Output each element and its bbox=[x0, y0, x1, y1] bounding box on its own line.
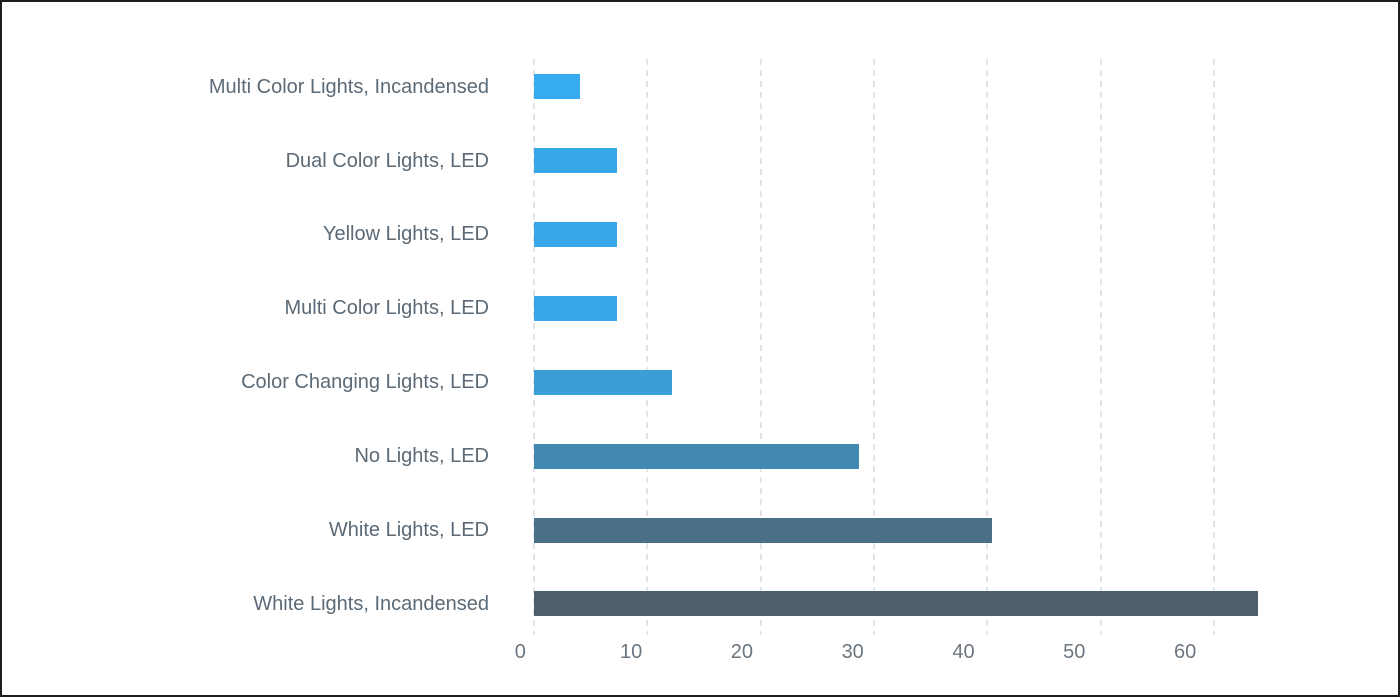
x-gridline bbox=[646, 59, 649, 635]
category-label: Dual Color Lights, LED bbox=[285, 149, 489, 172]
x-gridline bbox=[872, 59, 875, 635]
bar bbox=[534, 74, 581, 100]
x-tick-label: 30 bbox=[841, 641, 864, 663]
category-label: White Lights, Incandensed bbox=[253, 592, 489, 615]
x-gridline bbox=[1212, 59, 1215, 635]
bar bbox=[534, 591, 1258, 617]
x-tick-label: 60 bbox=[1173, 641, 1197, 663]
category-label: Multi Color Lights, Incandensed bbox=[208, 75, 489, 98]
bar bbox=[534, 295, 617, 321]
x-tick-label: 10 bbox=[619, 641, 643, 663]
bar bbox=[534, 443, 860, 469]
bar bbox=[534, 369, 673, 395]
category-label: White Lights, LED bbox=[328, 519, 489, 541]
bar bbox=[534, 221, 617, 247]
category-label: No Lights, LED bbox=[354, 445, 489, 468]
bar bbox=[534, 517, 992, 543]
x-gridline bbox=[986, 59, 989, 635]
x-tick-label: 20 bbox=[730, 641, 754, 663]
x-tick-label: 0 bbox=[514, 641, 526, 663]
category-label: Color Changing Lights, LED bbox=[241, 371, 489, 394]
x-gridline bbox=[1099, 59, 1102, 635]
x-gridline bbox=[759, 59, 762, 635]
x-tick-label: 50 bbox=[1063, 641, 1086, 663]
category-label: Multi Color Lights, LED bbox=[284, 297, 489, 320]
category-label: Yellow Lights, LED bbox=[322, 223, 489, 246]
x-tick-label: 40 bbox=[952, 641, 975, 663]
x-gridline bbox=[533, 59, 535, 635]
bar bbox=[534, 148, 617, 173]
